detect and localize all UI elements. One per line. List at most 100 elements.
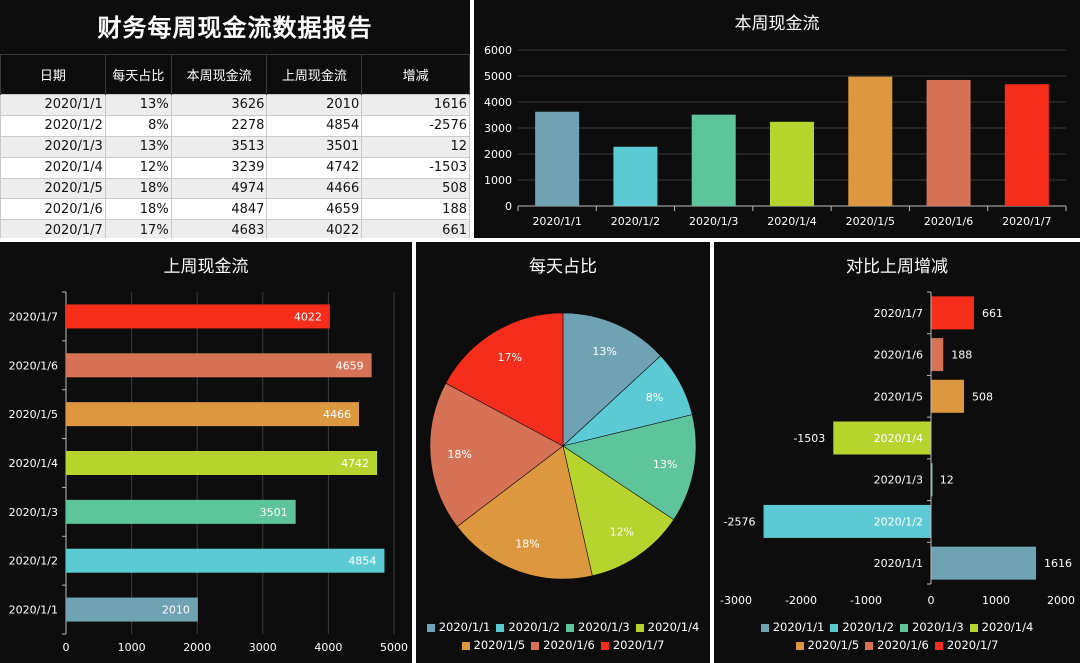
y-tick-label: 2020/1/6	[874, 349, 923, 362]
legend-row: 2020/1/1 2020/1/2 2020/1/3 2020/1/4	[416, 620, 710, 634]
y-tick-label: 2000	[484, 148, 512, 161]
x-tick-label: 2020/1/3	[689, 215, 738, 228]
y-tick-label: 2020/1/3	[9, 506, 58, 519]
header-this-week: 本周现金流	[170, 54, 268, 95]
x-tick-label: 2000	[1047, 594, 1075, 607]
bar	[931, 296, 974, 330]
x-tick-label: 2020/1/4	[767, 215, 816, 228]
cell-this-week: 3239	[170, 156, 268, 179]
bar	[613, 146, 658, 206]
chart-title: 上周现金流	[163, 257, 249, 277]
header-last-week: 上周现金流	[266, 54, 363, 95]
legend-label: 2020/1/2	[842, 620, 894, 634]
legend-item: 2020/1/5	[461, 638, 526, 652]
cell-date: 2020/1/7	[0, 219, 106, 238]
y-tick-label: 2020/1/5	[874, 390, 923, 403]
x-tick-label: 1000	[982, 594, 1010, 607]
cell-this-week: 4683	[170, 219, 268, 238]
x-tick-label: 2020/1/1	[532, 215, 581, 228]
cell-daily-share: 13%	[104, 94, 172, 116]
cell-last-week: 4659	[266, 198, 363, 221]
data-label: 4466	[323, 408, 351, 421]
report-table: 日期 每天占比 本周现金流 上周现金流 增减 2020/1/1 13% 3626 20…	[0, 54, 470, 238]
cell-daily-share: 17%	[104, 219, 172, 238]
x-tick-label: 2020/1/7	[1002, 215, 1051, 228]
bar	[763, 504, 931, 538]
cell-last-week: 4742	[266, 156, 363, 179]
y-tick-label: 2020/1/7	[9, 310, 58, 323]
legend-swatch	[934, 641, 943, 650]
bar	[931, 379, 965, 413]
chart-title: 每天占比	[529, 257, 597, 277]
legend-item: 2020/1/3	[566, 620, 630, 634]
legend-item: 2020/1/1	[426, 620, 490, 634]
bar	[833, 421, 931, 455]
bar	[66, 353, 372, 378]
chart-title: 本周现金流	[734, 14, 820, 34]
legend-item: 2020/1/2	[830, 620, 894, 634]
y-tick-label: 2020/1/4	[874, 432, 923, 445]
data-label: 4854	[348, 555, 376, 568]
table-row: 2020/1/7 17% 4683 4022 661	[0, 219, 470, 238]
cell-daily-share: 12%	[104, 156, 172, 179]
legend-swatch	[426, 623, 435, 632]
y-tick-label: 2020/1/4	[9, 457, 58, 470]
data-label: 2010	[162, 604, 190, 617]
bar	[66, 548, 385, 573]
legend-item: 2020/1/6	[865, 638, 929, 652]
header-change: 增减	[361, 54, 470, 95]
legend-swatch	[865, 641, 874, 650]
legend-swatch	[496, 623, 505, 632]
legend-label: 2020/1/5	[807, 638, 860, 652]
pie-slice	[445, 312, 564, 447]
x-tick-label: 2020/1/5	[846, 215, 895, 228]
cell-daily-share: 18%	[104, 177, 172, 200]
bar	[691, 114, 736, 206]
data-label: 661	[982, 307, 1003, 320]
data-label: 3501	[260, 506, 288, 519]
bar	[770, 121, 814, 206]
y-tick-label: 6000	[484, 44, 512, 57]
legend-item: 2020/1/3	[900, 620, 964, 634]
table-header-row: 日期 每天占比 本周现金流 上周现金流 增减	[0, 54, 470, 95]
x-tick-label: 1000	[118, 641, 146, 654]
cell-change: -2576	[361, 114, 470, 137]
legend-label: 2020/1/1	[772, 620, 825, 634]
legend-row: 2020/1/5 2020/1/6 2020/1/7	[416, 638, 710, 652]
bar	[66, 304, 330, 329]
legend-label: 2020/1/6	[543, 638, 595, 652]
table-row: 2020/1/6 18% 4847 4659 188	[0, 198, 470, 221]
legend-item: 2020/1/4	[635, 620, 699, 634]
x-tick-label: 3000	[249, 641, 277, 654]
x-tick-label: -2000	[785, 594, 817, 607]
report-title: 财务每周现金流数据报告	[0, 0, 470, 54]
legend-swatch	[830, 623, 839, 632]
table-row: 2020/1/4 12% 3239 4742 -1503	[0, 156, 470, 179]
data-label: -2576	[724, 515, 756, 528]
legend-label: 2020/1/7	[946, 638, 999, 652]
pie-slice	[562, 414, 697, 521]
data-label: 4659	[336, 359, 364, 372]
cell-daily-share: 13%	[104, 135, 172, 158]
slice-label: 13%	[653, 458, 677, 471]
y-tick-label: 5000	[484, 70, 512, 83]
y-tick-label: 2020/1/7	[874, 307, 923, 320]
legend-label: 2020/1/5	[473, 638, 526, 652]
cell-last-week: 4022	[266, 219, 363, 238]
slice-label: 8%	[646, 391, 663, 404]
pie-slice	[562, 312, 662, 447]
y-tick-label: 2020/1/2	[874, 515, 923, 528]
cell-change: 508	[361, 177, 470, 200]
table-row: 2020/1/2 8% 2278 4854 -2576	[0, 114, 470, 137]
data-label: 4742	[341, 457, 369, 470]
legend-item: 2020/1/7	[934, 638, 999, 652]
x-tick-label: 4000	[314, 641, 342, 654]
cell-change: -1503	[361, 156, 470, 179]
data-label: 12	[940, 474, 954, 487]
legend-swatch	[600, 641, 609, 650]
daily-share-chart-panel: 每天占比 13% 8% 13% 12% 18% 18% 17% 2020/1/1 2020/1…	[416, 242, 710, 663]
this-week-chart-panel: 本周现金流 0 1000 2000 3000 4000 5000 6000 2020/1/1 2…	[474, 0, 1080, 238]
bar	[535, 111, 580, 206]
cell-date: 2020/1/5	[0, 177, 106, 200]
legend-swatch	[900, 623, 908, 632]
